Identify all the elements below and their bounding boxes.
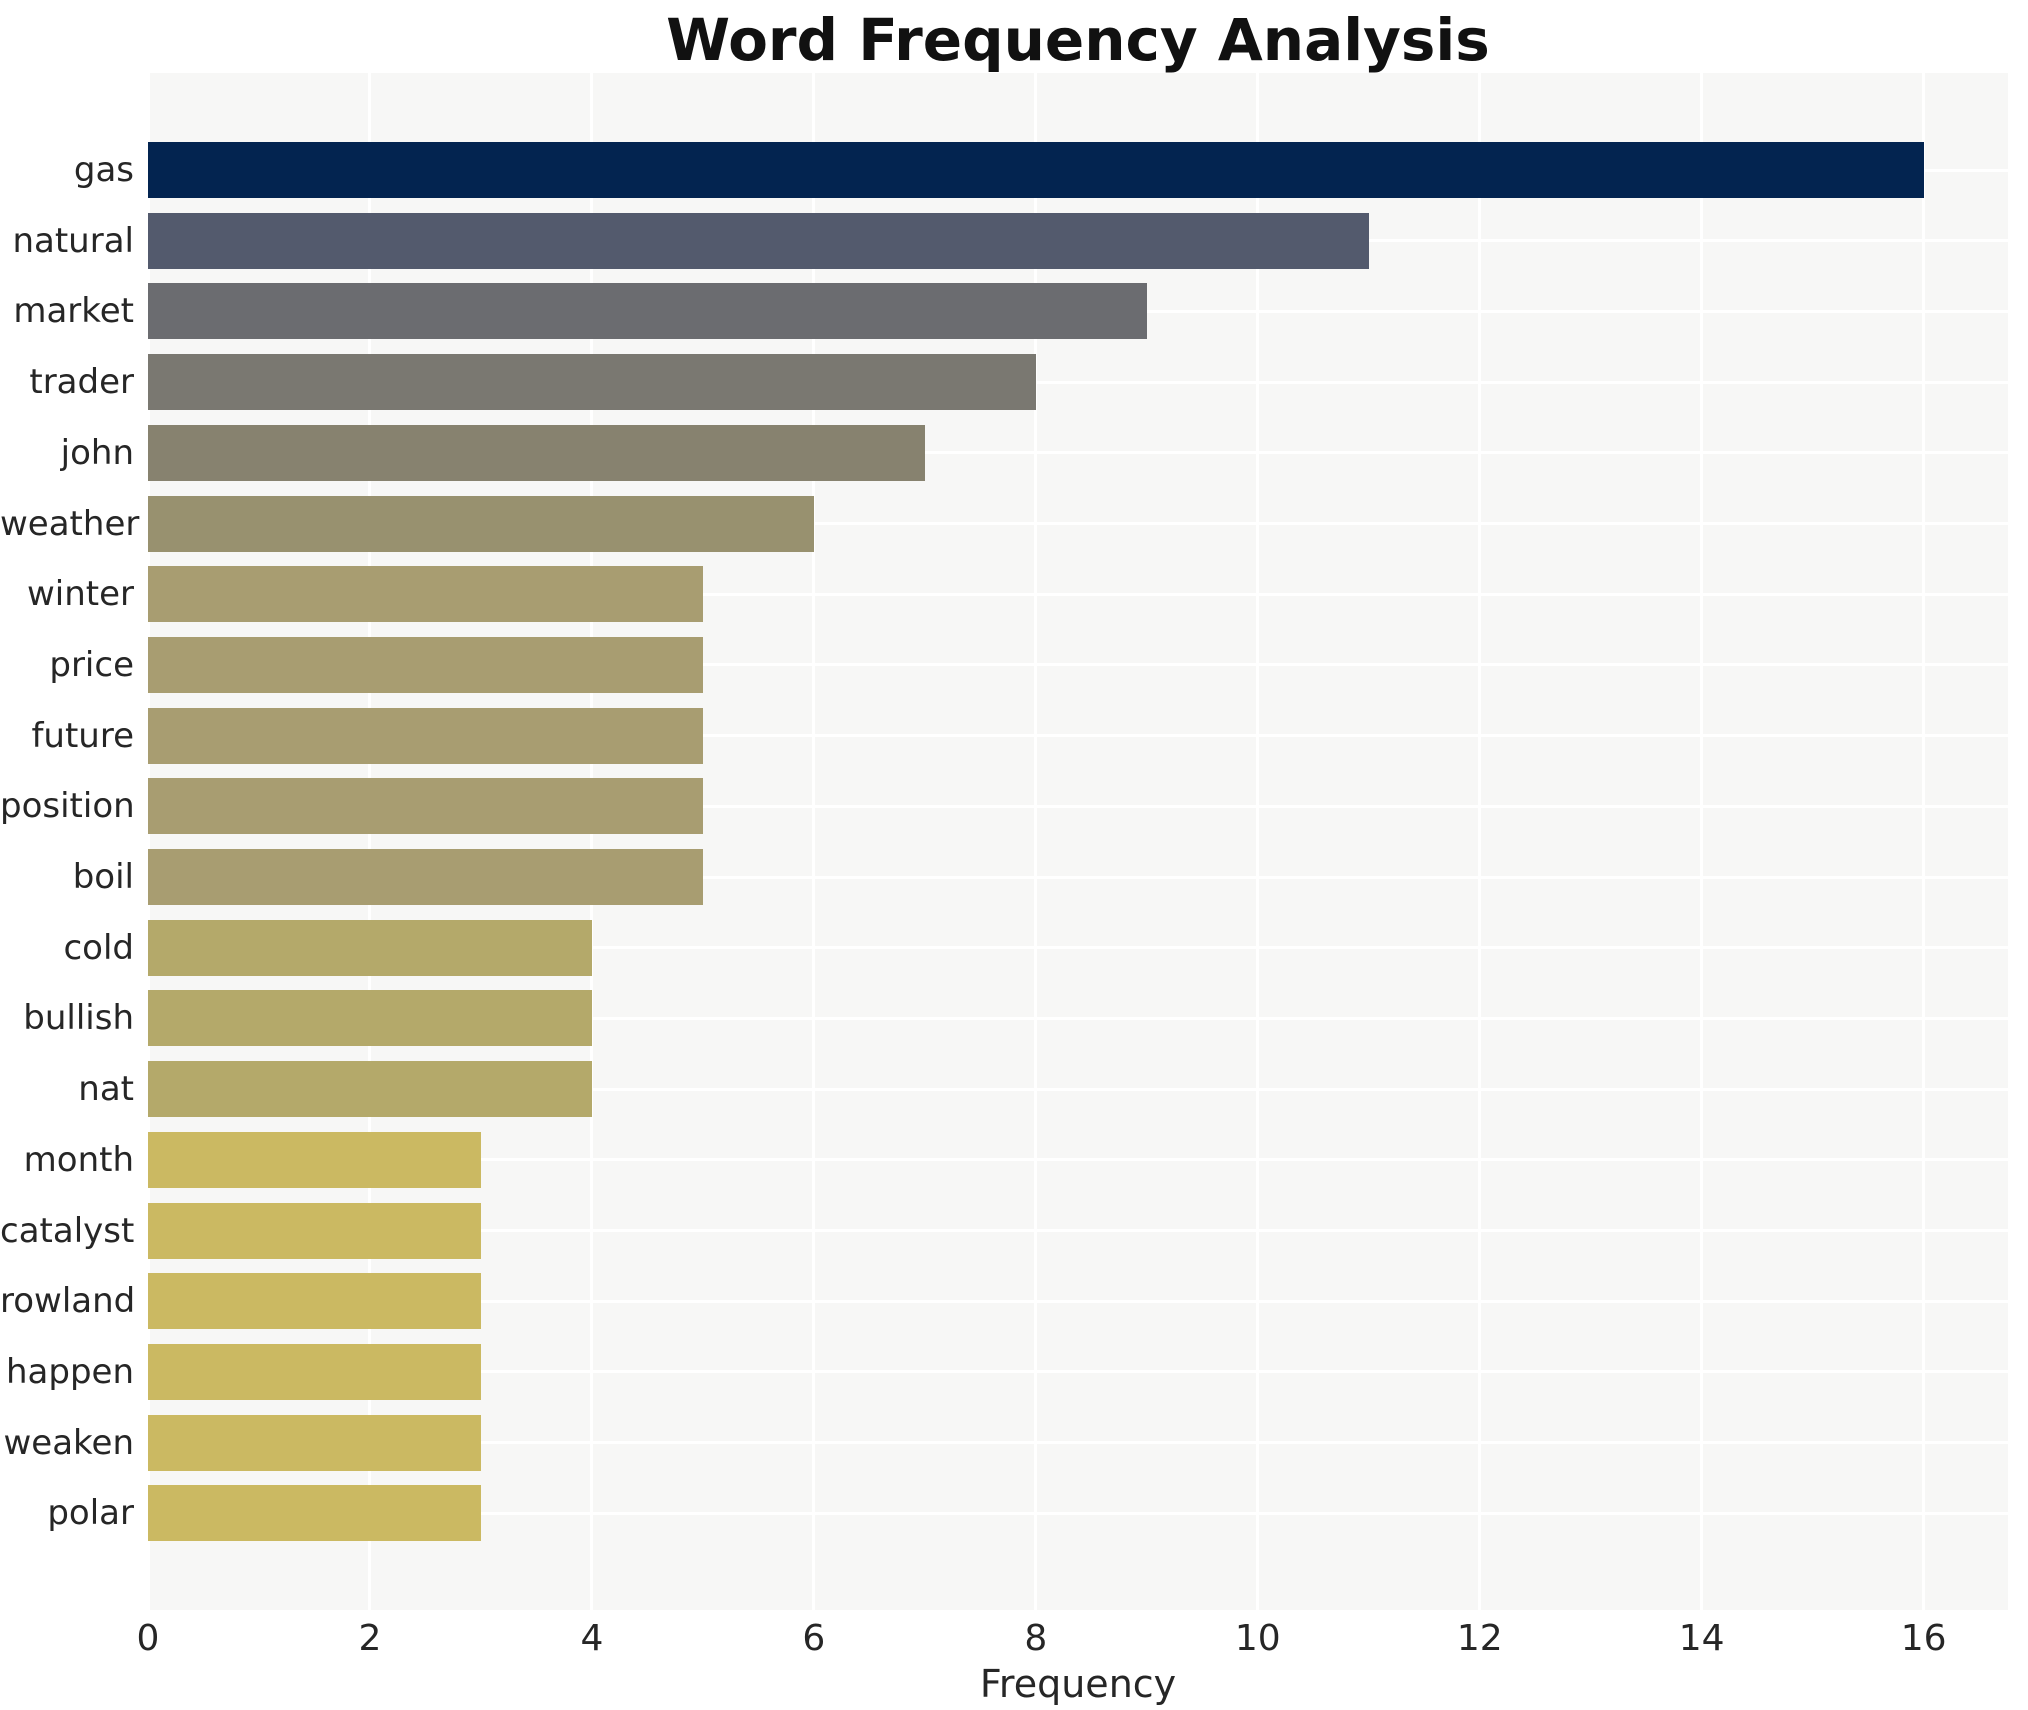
bar-month bbox=[148, 1131, 481, 1188]
vertical-gridline-10 bbox=[1256, 73, 1260, 1610]
category-label-nat: nat bbox=[78, 1069, 134, 1110]
category-label-catalyst: catalyst bbox=[0, 1210, 135, 1251]
horizontal-gridline-month bbox=[148, 1158, 2008, 1162]
bar-winter bbox=[148, 566, 703, 623]
category-label-future: future bbox=[31, 715, 134, 756]
category-label-polar: polar bbox=[47, 1493, 134, 1534]
category-label-weather: weather bbox=[0, 503, 140, 544]
bar-john bbox=[148, 424, 925, 481]
horizontal-gridline-winter bbox=[148, 592, 2008, 596]
bar-polar bbox=[148, 1485, 481, 1542]
bar-bullish bbox=[148, 990, 592, 1047]
bar-catalyst bbox=[148, 1202, 481, 1259]
horizontal-gridline-bullish bbox=[148, 1016, 2008, 1020]
bar-future bbox=[148, 707, 703, 764]
category-label-happen: happen bbox=[5, 1351, 134, 1392]
horizontal-gridline-price bbox=[148, 663, 2008, 667]
category-label-john: john bbox=[60, 432, 134, 473]
chart-title: Word Frequency Analysis bbox=[666, 6, 1490, 74]
x-tick-label-0: 0 bbox=[136, 1618, 160, 1659]
bar-price bbox=[148, 636, 703, 693]
x-tick-label-12: 12 bbox=[1456, 1618, 1503, 1659]
vertical-gridline-12 bbox=[1478, 73, 1482, 1610]
x-tick-label-8: 8 bbox=[1024, 1618, 1048, 1659]
category-label-month: month bbox=[23, 1139, 134, 1180]
category-label-position: position bbox=[0, 786, 135, 827]
bar-weather bbox=[148, 495, 814, 552]
category-label-boil: boil bbox=[72, 857, 134, 897]
category-label-cold: cold bbox=[63, 927, 134, 968]
horizontal-gridline-weather bbox=[148, 522, 2008, 525]
vertical-gridline-8 bbox=[1034, 73, 1038, 1610]
horizontal-gridline-position bbox=[148, 804, 2008, 808]
category-label-bullish: bullish bbox=[23, 998, 134, 1039]
bar-cold bbox=[148, 919, 592, 976]
category-label-price: price bbox=[49, 644, 134, 685]
vertical-gridline-2 bbox=[368, 73, 372, 1610]
x-tick-label-14: 14 bbox=[1678, 1618, 1725, 1659]
horizontal-gridline-john bbox=[148, 451, 2008, 455]
horizontal-gridline-future bbox=[148, 734, 2008, 738]
plot-area bbox=[146, 73, 2008, 1610]
vertical-gridline-16 bbox=[1922, 73, 1926, 1610]
x-tick-label-16: 16 bbox=[1900, 1618, 1947, 1659]
x-tick-label-4: 4 bbox=[580, 1618, 604, 1659]
bar-nat bbox=[148, 1061, 592, 1118]
horizontal-gridline-weaken bbox=[148, 1441, 2008, 1445]
x-tick-label-6: 6 bbox=[802, 1618, 826, 1659]
x-tick-label-10: 10 bbox=[1234, 1618, 1281, 1659]
bar-market bbox=[148, 283, 1147, 340]
horizontal-gridline-polar bbox=[148, 1511, 2008, 1515]
horizontal-gridline-nat bbox=[148, 1087, 2008, 1091]
category-label-winter: winter bbox=[26, 574, 134, 615]
horizontal-gridline-rowland bbox=[148, 1299, 2008, 1303]
x-axis-label: Frequency bbox=[979, 1662, 1177, 1706]
horizontal-gridline-boil bbox=[148, 875, 2008, 879]
horizontal-gridline-catalyst bbox=[148, 1229, 2008, 1232]
category-label-market: market bbox=[13, 291, 134, 332]
bar-happen bbox=[148, 1343, 481, 1400]
category-label-trader: trader bbox=[29, 362, 134, 403]
category-label-weaken: weaken bbox=[3, 1422, 134, 1463]
bar-boil bbox=[148, 849, 703, 905]
bar-position bbox=[148, 778, 703, 835]
vertical-gridline-6 bbox=[812, 73, 816, 1610]
category-label-natural: natural bbox=[12, 220, 134, 261]
horizontal-gridline-happen bbox=[148, 1370, 2008, 1374]
vertical-gridline-14 bbox=[1700, 73, 1704, 1610]
category-label-gas: gas bbox=[73, 150, 134, 190]
bar-rowland bbox=[148, 1273, 481, 1330]
bar-trader bbox=[148, 354, 1036, 411]
x-tick-label-2: 2 bbox=[358, 1618, 382, 1659]
bar-weaken bbox=[148, 1414, 481, 1471]
vertical-gridline-0 bbox=[146, 73, 150, 1610]
vertical-gridline-4 bbox=[590, 73, 594, 1610]
horizontal-gridline-cold bbox=[148, 946, 2008, 950]
category-label-rowland: rowland bbox=[0, 1281, 136, 1322]
bar-gas bbox=[148, 142, 1924, 198]
bar-natural bbox=[148, 212, 1369, 269]
horizontal-gridline-trader bbox=[148, 380, 2008, 384]
